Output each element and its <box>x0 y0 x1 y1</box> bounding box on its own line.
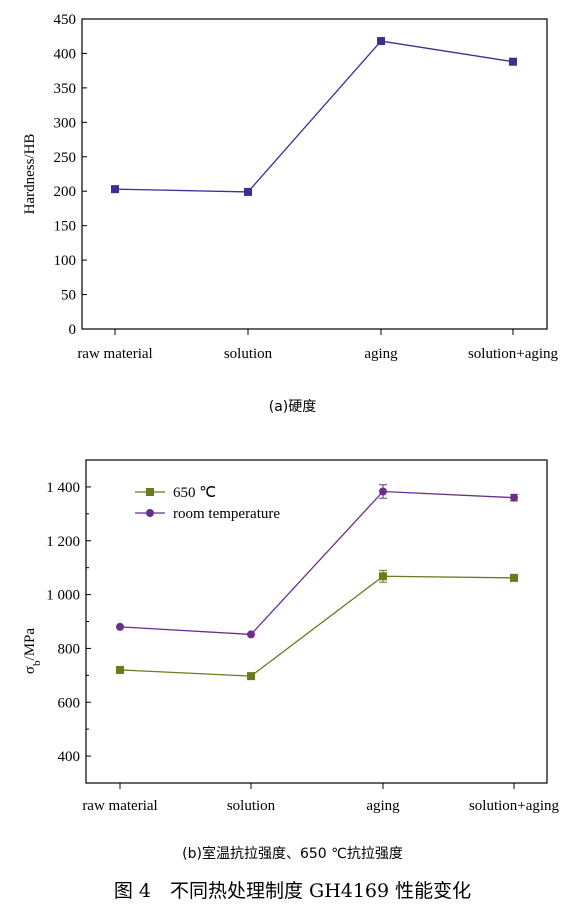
x-tick-label: raw material <box>82 798 157 814</box>
data-point <box>247 630 255 639</box>
y-tick-label: 200 <box>54 184 77 200</box>
y-tick-label: 600 <box>58 695 81 711</box>
y-tick-label: 350 <box>54 81 77 97</box>
series-line <box>119 575 515 677</box>
y-tick-label: 400 <box>54 46 77 62</box>
y-tick-label: 0 <box>69 322 77 338</box>
y-tick-label: 300 <box>54 115 77 131</box>
y-tick-label: 1 000 <box>46 588 80 604</box>
chart-a: 0 50 100 150 200 250 300 350 400 450 raw material s… <box>22 12 559 362</box>
x-tick-label: aging <box>364 346 398 362</box>
data-point <box>510 573 518 582</box>
data-point <box>244 187 252 196</box>
chart-b-caption: (b)室温抗拉强度、650 ℃抗拉强度 <box>182 846 403 862</box>
data-point <box>509 57 517 66</box>
y-tick-label: 50 <box>61 288 76 304</box>
y-tick-label: 1 200 <box>46 534 80 550</box>
chart-b: 400 600 800 1 000 1 200 1 400 raw material solu… <box>22 459 560 814</box>
y-tick-label: 800 <box>58 641 81 657</box>
data-point <box>377 37 385 46</box>
y-tick-label: 100 <box>54 253 77 269</box>
y-axis-title: Hardness/HB <box>22 134 38 215</box>
x-tick-label: aging <box>366 798 400 814</box>
data-point <box>510 493 518 502</box>
legend-marker <box>146 509 154 517</box>
legend-label: room temperature <box>173 506 280 522</box>
x-tick-label: solution <box>224 346 273 362</box>
data-point <box>379 487 387 496</box>
chart-a-caption: (a)硬度 <box>268 399 317 415</box>
data-point <box>116 665 124 674</box>
data-point <box>247 672 255 681</box>
x-tick-label: solution+aging <box>469 798 560 814</box>
plot-frame <box>81 18 548 330</box>
y-tick-label: 250 <box>54 150 77 166</box>
x-tick-label: raw material <box>77 346 152 362</box>
x-tick-label: solution+aging <box>468 346 559 362</box>
y-tick-label: 1 400 <box>46 480 80 496</box>
x-tick-label: solution <box>227 798 276 814</box>
figure-title: 图 4 不同热处理制度 GH4169 性能变化 <box>113 880 472 902</box>
series-line <box>114 40 514 193</box>
y-tick-label: 400 <box>58 749 81 765</box>
plot-frame <box>85 459 548 784</box>
legend-label: 650 ℃ <box>173 485 216 501</box>
data-point <box>116 622 124 631</box>
y-tick-label: 450 <box>54 12 77 28</box>
data-point <box>379 572 387 581</box>
series-line <box>119 490 515 636</box>
y-tick-label: 150 <box>54 219 77 235</box>
y-axis-title: σb/MPa <box>22 628 43 674</box>
legend-marker <box>146 488 154 496</box>
data-point <box>111 185 119 194</box>
